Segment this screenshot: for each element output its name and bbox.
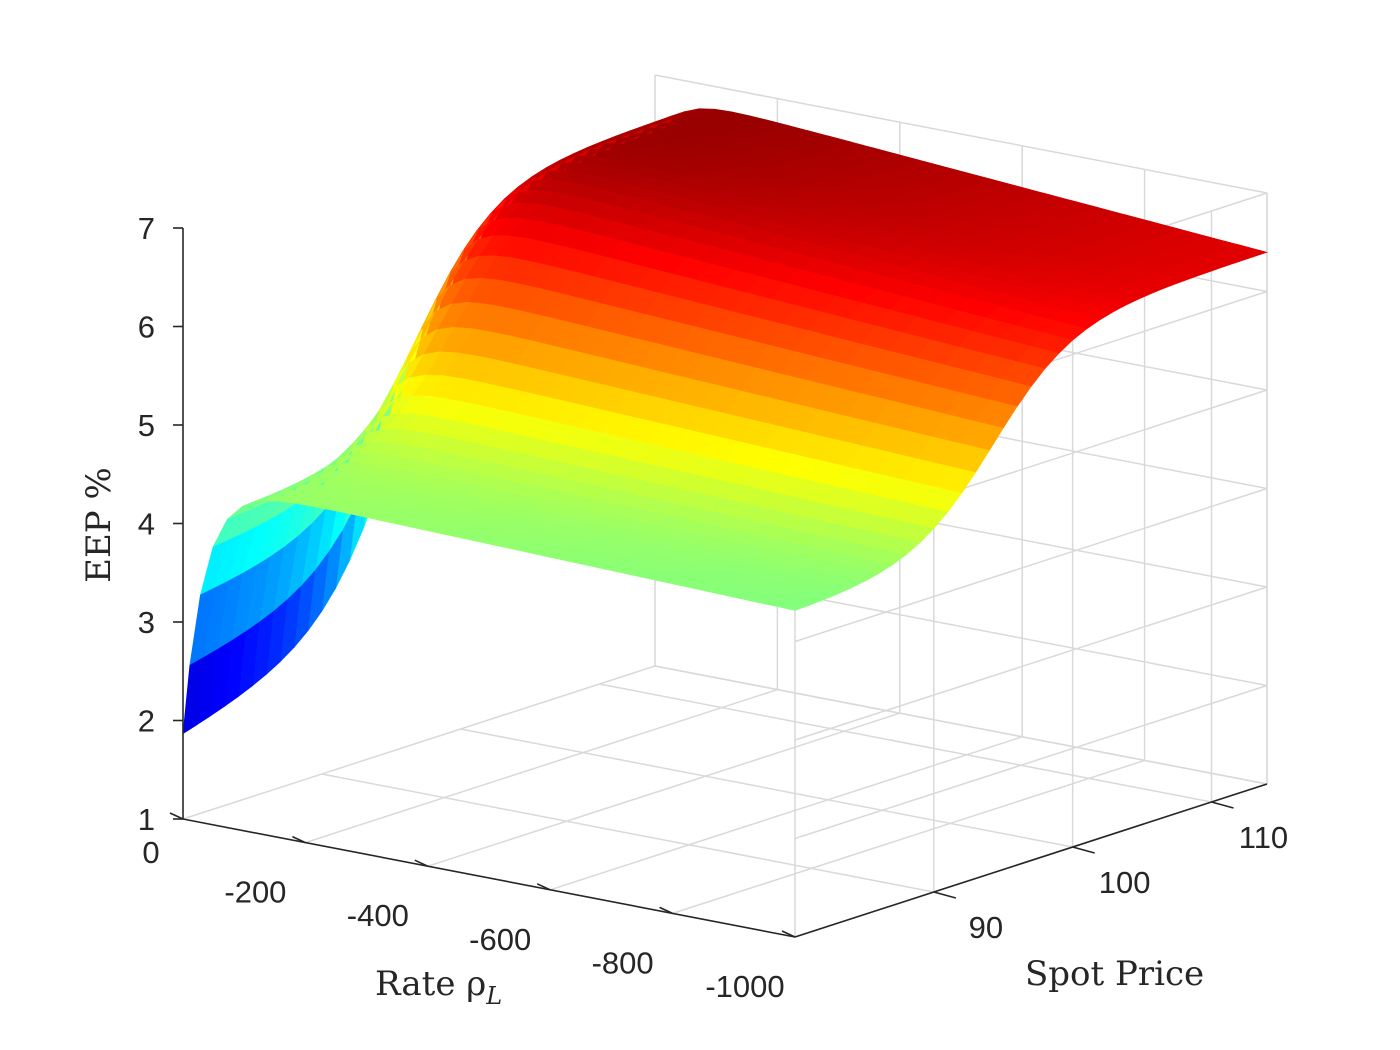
- y-tick-label: 110: [1239, 820, 1288, 855]
- grid-line: [427, 712, 901, 867]
- grid-line: [794, 684, 1268, 840]
- z-tick-label: 3: [138, 605, 155, 640]
- x-tick-label: -1000: [705, 969, 784, 1004]
- z-tick-label: 4: [138, 507, 155, 542]
- x-tick-mark: [781, 930, 796, 938]
- grid-line: [794, 586, 1268, 741]
- x-axis-label-subscript: L: [485, 982, 502, 1010]
- grid-line: [672, 759, 1145, 915]
- x-axis-line: [182, 818, 796, 938]
- x-tick-label: -400: [347, 898, 409, 933]
- y-tick-mark: [933, 891, 957, 899]
- x-tick-label: 0: [142, 835, 159, 870]
- z-tick-label: 2: [138, 704, 155, 739]
- grid-line: [460, 728, 1073, 848]
- grid-line: [794, 487, 1268, 643]
- x-tick-mark: [292, 835, 306, 844]
- z-tick-label: 7: [138, 211, 155, 246]
- grid-line: [305, 688, 778, 844]
- surface-patch: [182, 656, 205, 735]
- x-tick-mark: [169, 812, 184, 820]
- grid-line: [599, 683, 1212, 803]
- grid-line: [182, 665, 656, 820]
- x-axis-label-main: Rate ρ: [375, 964, 486, 1004]
- surface-plot: [182, 108, 1269, 735]
- z-tick-label: 6: [138, 310, 155, 345]
- z-tick-label: 1: [138, 802, 155, 837]
- y-tick-label: 100: [1099, 865, 1151, 900]
- z-tick-label: 5: [138, 408, 155, 443]
- axis-labels: EEP % Rate ρL Spot Price: [79, 467, 1204, 1010]
- x-tick-label: -600: [469, 922, 531, 957]
- axes: 1 2 3 4 5 6 7 0 -200 -400 -600 -800 -1000 90 100 110: [138, 211, 1288, 1004]
- x-tick-mark: [414, 859, 429, 867]
- x-axis-label: Rate ρL: [375, 964, 502, 1010]
- y-tick-mark: [1072, 846, 1095, 854]
- x-tick-mark: [659, 906, 673, 915]
- grid-line: [654, 665, 1268, 785]
- y-axis-label: Spot Price: [1025, 954, 1204, 994]
- y-tick-label: 90: [969, 910, 1003, 945]
- y-axis-line: [794, 783, 1268, 938]
- z-axis-label: EEP %: [79, 467, 119, 583]
- grid-line: [549, 736, 1023, 891]
- x-tick-label: -800: [592, 945, 654, 980]
- y-tick-mark: [1211, 801, 1234, 809]
- grid-line: [321, 773, 934, 893]
- grid-line: [654, 74, 1268, 194]
- x-tick-label: -200: [224, 875, 286, 910]
- x-tick-mark: [536, 883, 551, 891]
